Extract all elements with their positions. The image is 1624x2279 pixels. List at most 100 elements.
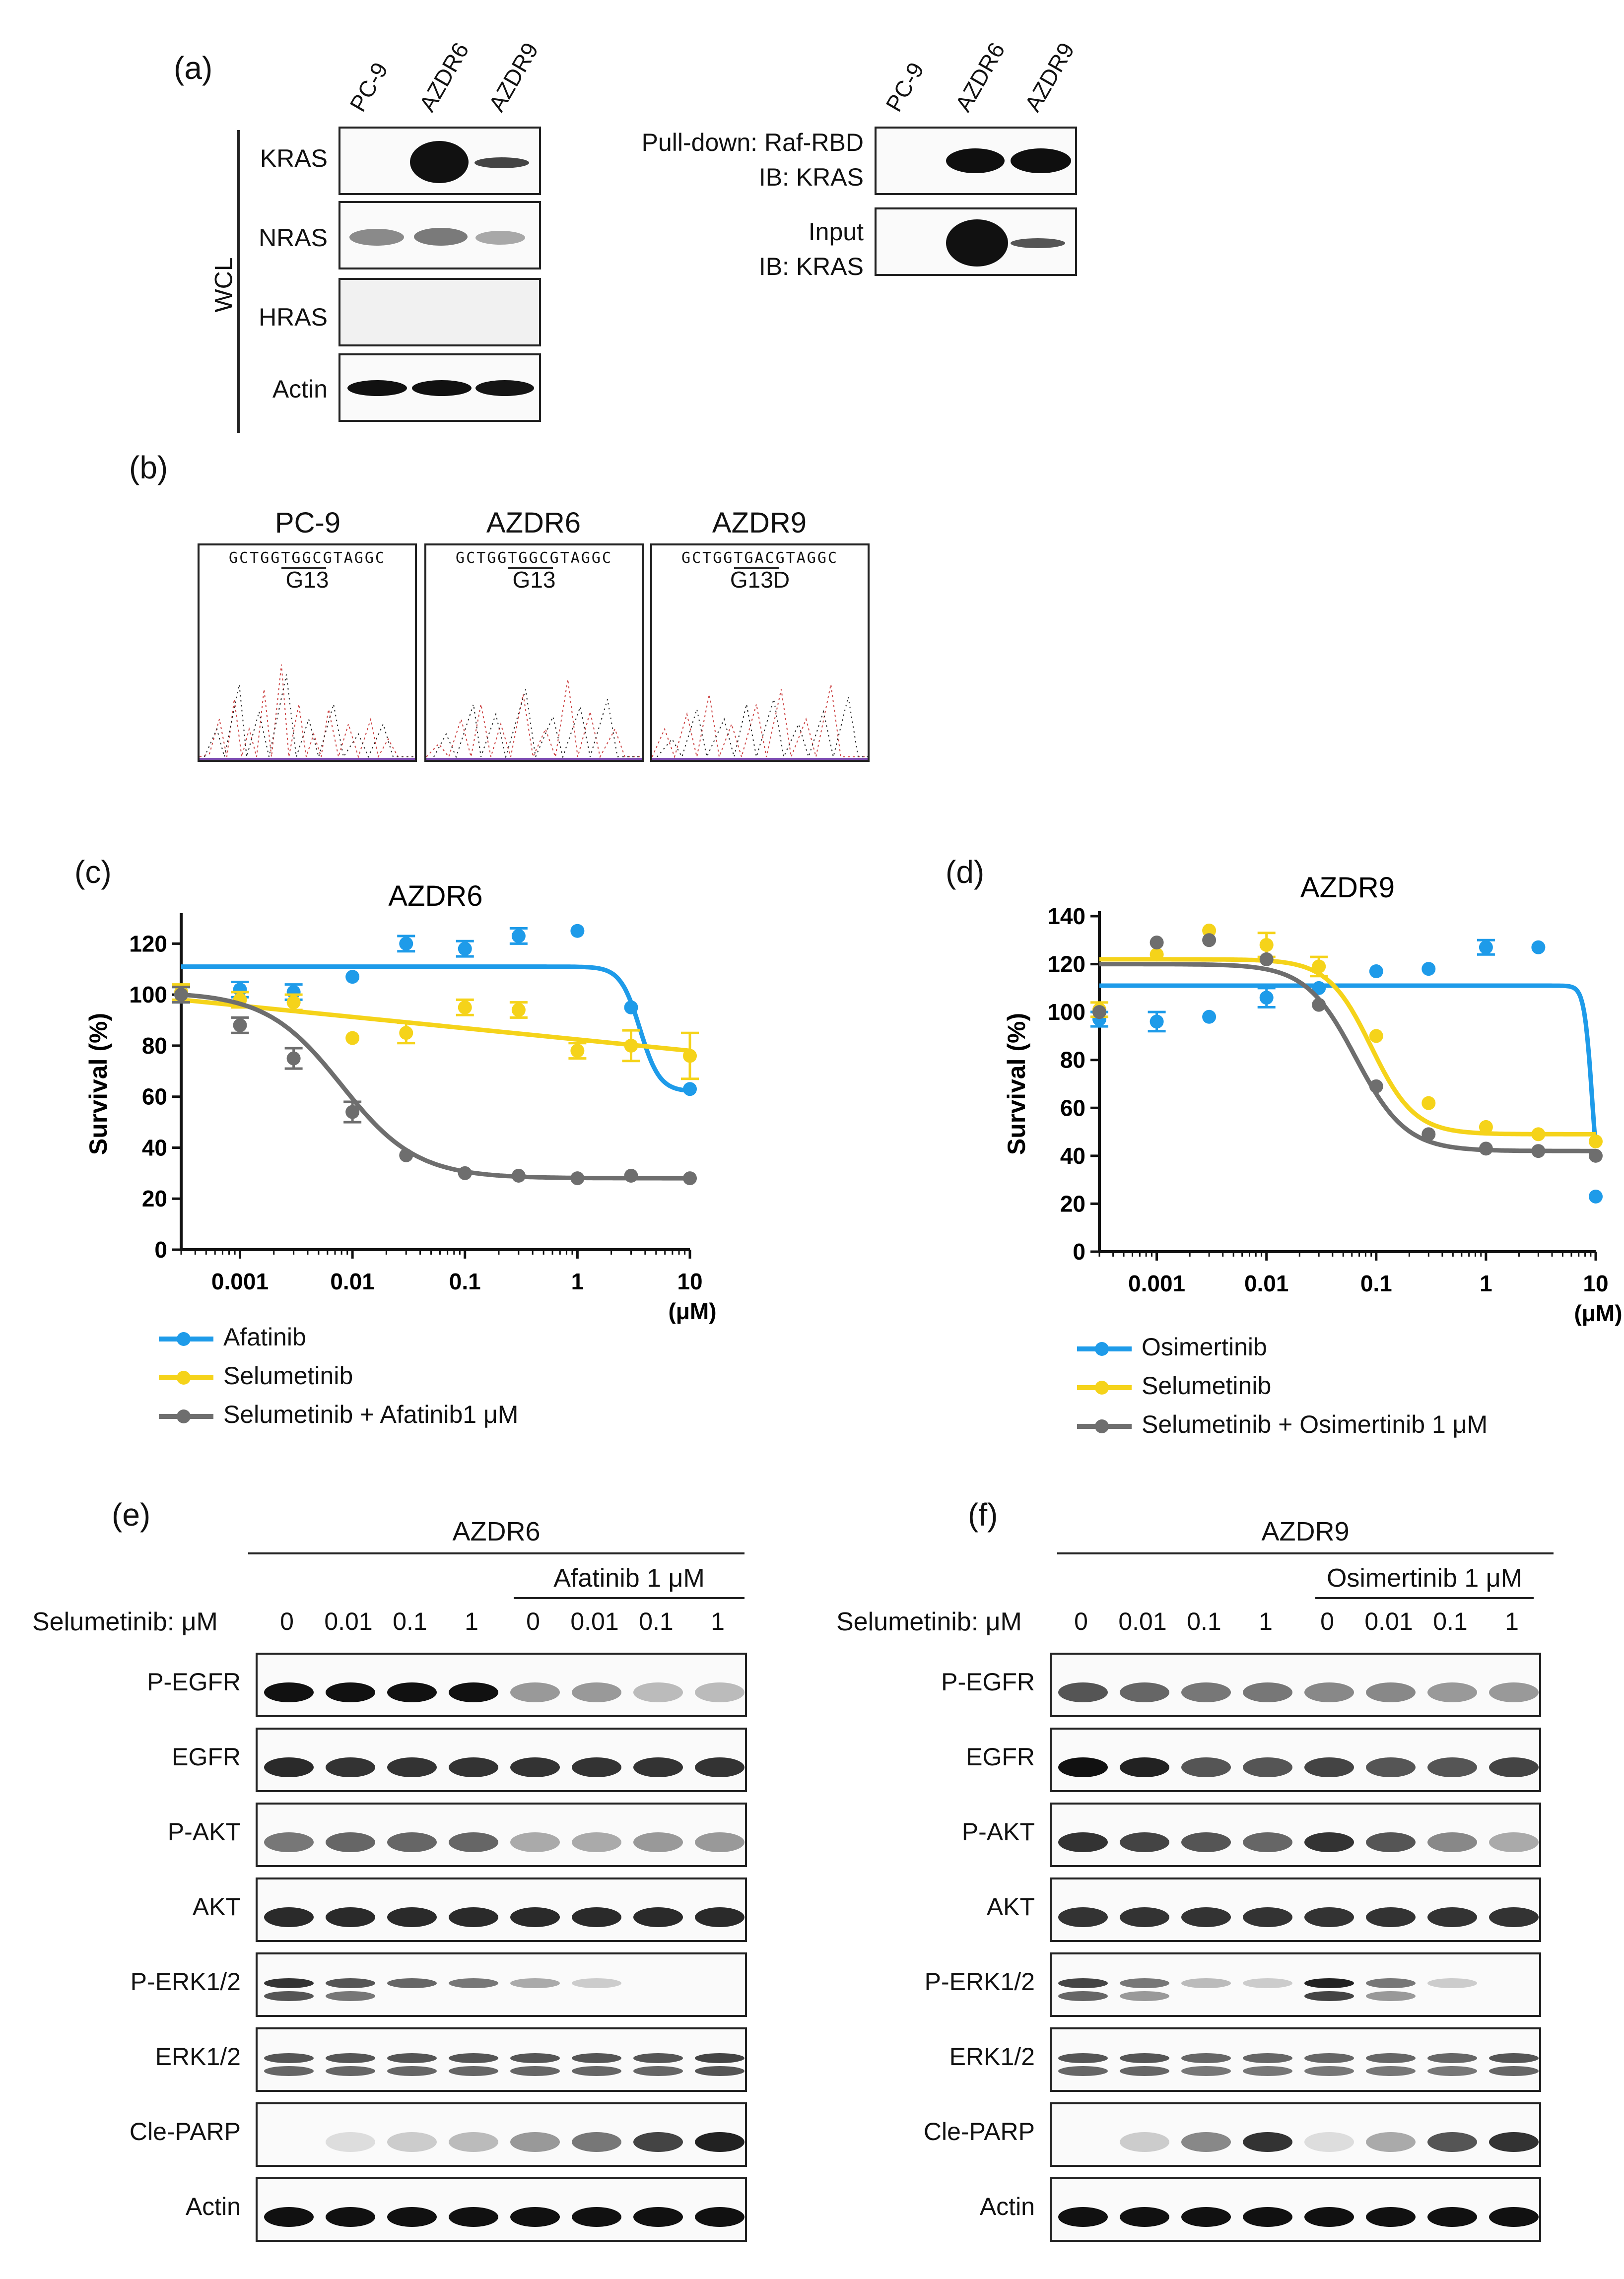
y-tick-label: 80 <box>142 1033 167 1059</box>
data-point <box>624 1168 638 1183</box>
fit-curve <box>181 992 690 1181</box>
dose-label: 0 <box>526 1608 540 1635</box>
blot-actin <box>256 2177 747 2242</box>
pd-lane-label-azdr6: AZDR6 <box>950 38 1010 116</box>
blot-p-egfr <box>1050 1653 1541 1717</box>
data-point <box>1312 998 1326 1012</box>
x-tick-label: 0.01 <box>1244 1271 1289 1296</box>
chart-title: AZDR6 <box>388 880 482 912</box>
blot-label: P-AKT <box>961 1818 1035 1846</box>
dose-label: 0.1 <box>1433 1608 1468 1635</box>
data-point <box>511 929 526 943</box>
fit-curve <box>181 997 690 1053</box>
blot-cle-parp <box>1050 2102 1541 2167</box>
blot-label: P-AKT <box>167 1818 241 1846</box>
legend-c-selumetinib-marker <box>159 1370 213 1385</box>
x-axis-label: (μM) <box>1574 1300 1622 1326</box>
data-point <box>1421 962 1436 976</box>
blot-label: Cle-PARP <box>129 2118 241 2145</box>
panel-f-label: (f) <box>968 1497 998 1533</box>
data-point <box>1259 938 1274 952</box>
blot-p-akt <box>1050 1803 1541 1867</box>
y-tick-label: 60 <box>142 1084 167 1110</box>
mutation-azdr6: G13 <box>512 567 556 593</box>
data-point <box>624 1038 638 1053</box>
blot-erk1-2 <box>1050 2027 1541 2092</box>
lane-label-azdr6: AZDR6 <box>414 38 474 116</box>
dose-label: 0.01 <box>1118 1608 1167 1635</box>
blot-label-hras: HRAS <box>259 303 328 331</box>
pd-lane-label-pc9: PC-9 <box>880 58 929 116</box>
data-point <box>1150 1014 1164 1029</box>
data-point <box>1259 952 1274 966</box>
data-point <box>1092 1005 1106 1019</box>
data-point <box>458 1166 472 1180</box>
data-point <box>1312 981 1326 995</box>
data-point <box>624 1000 638 1014</box>
data-point <box>511 1168 526 1183</box>
chromatogram-azdr6: GCTGGTGGCGTAGGC G13 <box>424 543 644 762</box>
y-tick-label: 60 <box>1060 1095 1085 1121</box>
blot-label: P-ERK1/2 <box>130 1968 241 1996</box>
mutation-azdr9: G13D <box>730 567 790 593</box>
blot-nras <box>338 201 541 269</box>
dose-label: 0.01 <box>324 1608 373 1635</box>
panel-e-combo-label: Afatinib 1 μM <box>553 1564 705 1593</box>
fit-curve <box>1099 957 1596 1137</box>
blot-label-nras: NRAS <box>259 224 328 252</box>
blot-label-actin: Actin <box>272 375 328 403</box>
data-point <box>1202 933 1217 947</box>
data-point <box>286 995 301 1009</box>
data-point <box>511 1003 526 1017</box>
dose-label: 0.01 <box>570 1608 619 1635</box>
data-point <box>1369 1029 1383 1043</box>
data-point <box>1150 936 1164 950</box>
x-tick-label: 1 <box>571 1269 584 1294</box>
blot-egfr <box>256 1728 747 1792</box>
legend-c-combo-marker <box>159 1409 213 1423</box>
dose-label: 1 <box>1505 1608 1519 1635</box>
chromatogram-azdr9: GCTGGTGACGTAGGC G13D <box>650 543 870 762</box>
blot-label-kras: KRAS <box>260 144 328 172</box>
chart-c-azdr6: AZDR6 Survival (%) 0 20 40 60 80 100 120 0.001 0.0… <box>84 880 717 1324</box>
data-point <box>1369 964 1383 979</box>
legend-d-osimertinib-marker <box>1077 1341 1132 1356</box>
x-tick-label: 0.001 <box>211 1269 269 1294</box>
y-axis-label: Survival (%) <box>1003 1013 1030 1155</box>
blot-p-erk1-2 <box>1050 1952 1541 2017</box>
data-point <box>399 1026 413 1040</box>
dose-label: 0.1 <box>639 1608 674 1635</box>
data-point <box>683 1171 697 1186</box>
y-axis-label: Survival (%) <box>84 1013 112 1155</box>
seq-text-pc9: GCTGGTGGCGTAGGC <box>229 549 386 567</box>
data-point <box>683 1049 697 1063</box>
dose-label: 0 <box>1074 1608 1088 1635</box>
legend-c-combo: Selumetinib + Afatinib1 μM <box>159 1400 518 1429</box>
panel-f-header-rule <box>1057 1552 1554 1554</box>
panel-f-cell-line: AZDR9 <box>1261 1517 1350 1546</box>
x-tick-label: 0.1 <box>449 1269 481 1294</box>
blot-hras <box>338 278 541 346</box>
x-tick-label: 1 <box>1480 1271 1492 1296</box>
blot-label: ERK1/2 <box>155 2043 241 2071</box>
input-label-line1: Input <box>808 218 864 246</box>
dose-label: 0.1 <box>1187 1608 1221 1635</box>
dose-label: 1 <box>711 1608 725 1635</box>
blot-label: EGFR <box>172 1743 241 1771</box>
data-point <box>345 970 360 984</box>
blot-label: P-EGFR <box>147 1668 241 1696</box>
data-point <box>1202 923 1217 938</box>
legend-c-afatinib: Afatinib <box>159 1323 306 1351</box>
blot-egfr <box>1050 1728 1541 1792</box>
y-tick-label: 100 <box>1047 999 1085 1025</box>
blot-akt <box>256 1877 747 1942</box>
data-point <box>174 988 188 1002</box>
panel-a-label: (a) <box>174 50 213 86</box>
panel-f-combo-rule <box>1315 1597 1534 1599</box>
panel-e-dose-header: Selumetinib: μM <box>32 1608 218 1636</box>
chart-d-azdr9: AZDR9 Survival (%) 0 20 40 60 80 100 120 140 0.001… <box>1003 871 1623 1326</box>
blot-label: P-ERK1/2 <box>924 1968 1035 1996</box>
blot-label: Actin <box>185 2193 241 2220</box>
dose-label: 0 <box>1320 1608 1334 1635</box>
dose-label: 0.1 <box>393 1608 427 1635</box>
